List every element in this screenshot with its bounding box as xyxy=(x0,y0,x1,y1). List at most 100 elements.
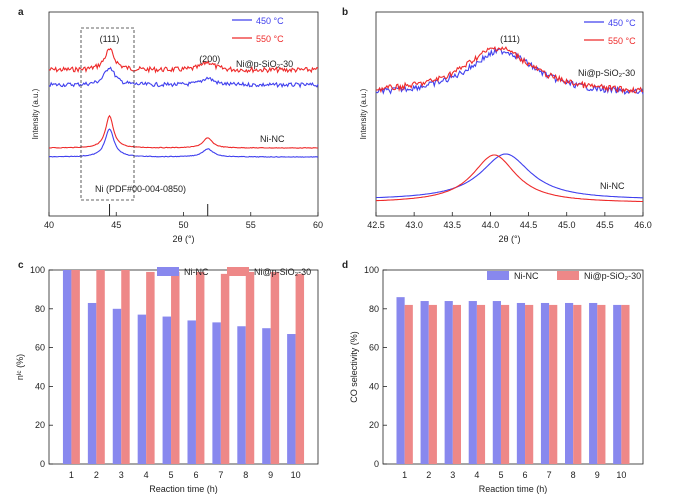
panel-c-bar-ni-nc-7 xyxy=(212,322,221,464)
panel-c-ytick-label-0: 0 xyxy=(40,459,45,469)
panel-c-bar-ni-p-sio2-4 xyxy=(146,271,155,464)
panel-d-axes xyxy=(382,269,644,465)
panel-b-ylabel: Intensity (a.u.) xyxy=(359,88,368,139)
panel-b-xlabel: 2θ (°) xyxy=(498,234,520,244)
panel-d-bar-ni-p-sio2-7 xyxy=(549,304,558,464)
panel-c-ytick-label-20: 20 xyxy=(35,420,45,430)
panel-d-xtick-label-6: 6 xyxy=(523,470,528,480)
panel-d-bar-ni-nc-3 xyxy=(444,301,453,464)
panel-b-xtick-label-44.5: 44.5 xyxy=(520,220,538,230)
panel-c-legend-swatch-1 xyxy=(227,267,249,276)
panel-d-bar-ni-p-sio2-8 xyxy=(573,304,582,464)
panel-a-peak-label-111: (111) xyxy=(100,34,120,44)
panel-d-xtick-label-2: 2 xyxy=(426,470,431,480)
panel-c-xtick-label-6: 6 xyxy=(193,470,198,480)
panel-b-letter: b xyxy=(342,7,348,18)
panel-d-legend-swatch-1 xyxy=(557,271,579,280)
panel-c-bar-ni-p-sio2-7 xyxy=(220,273,230,464)
panel-d-bar-ni-p-sio2-1 xyxy=(404,304,413,464)
panel-c-xtick-label-10: 10 xyxy=(291,470,301,480)
panel-d-xlabel: Reaction time (h) xyxy=(479,484,548,494)
panel-d-letter: d xyxy=(342,260,348,271)
panel-b-sample-ni-nc: Ni-NC xyxy=(600,181,625,191)
panel-d-ytick-label-80: 80 xyxy=(369,304,379,314)
panel-c-xtick-label-3: 3 xyxy=(119,470,124,480)
panel-b-axes xyxy=(375,11,644,217)
panel-c-ytick-label-60: 60 xyxy=(35,343,45,353)
panel-c-bar-ni-p-sio2-8 xyxy=(245,271,255,464)
panel-d-bar-ni-nc-8 xyxy=(565,302,574,464)
panel-d-legend-swatch-0 xyxy=(487,271,509,280)
panel-b-xtick-label-46.0: 46.0 xyxy=(634,220,652,230)
panel-d-bar-ni-p-sio2-4 xyxy=(476,304,486,464)
panel-a-xtick-label-45: 45 xyxy=(111,220,121,230)
panel-c-xtick-label-2: 2 xyxy=(94,470,99,480)
panel-c-bar-ni-nc-5 xyxy=(162,316,172,464)
panel-d-ylabel: CO selectivity (%) xyxy=(349,331,359,403)
panel-d-xtick-label-1: 1 xyxy=(402,470,407,480)
panel-c-bar-ni-nc-2 xyxy=(87,302,97,464)
panel-d-bar-ni-p-sio2-10 xyxy=(621,304,630,464)
panel-d-ytick-label-0: 0 xyxy=(374,459,379,469)
panel-a-xtick-label-60: 60 xyxy=(313,220,323,230)
panel-d-bar-ni-nc-4 xyxy=(468,301,477,464)
panel-c-bar-ni-p-sio2-2 xyxy=(96,270,105,464)
panel-d-xtick-label-10: 10 xyxy=(616,470,626,480)
panel-d-xtick-label-9: 9 xyxy=(595,470,600,480)
panel-c-xtick-label-9: 9 xyxy=(268,470,273,480)
panel-a-curve-550-ni-nc xyxy=(48,114,318,149)
panel-c-bar-ni-nc-9 xyxy=(262,328,271,464)
panel-c-xtick-label-8: 8 xyxy=(243,470,248,480)
panel-b-xtick-label-43.5: 43.5 xyxy=(444,220,462,230)
panel-c-bar-ni-nc-10 xyxy=(287,334,296,464)
panel-a-curve-450-ni-nc xyxy=(48,128,319,158)
panel-b-curve-550-ni-nc xyxy=(375,154,643,203)
panel-a-zoom-box xyxy=(80,27,135,201)
panel-c-ytick-label-40: 40 xyxy=(35,381,45,391)
panel-d-bar-ni-nc-1 xyxy=(396,297,405,464)
panel-d-ytick-label-60: 60 xyxy=(369,343,379,353)
panel-d-bar-ni-p-sio2-5 xyxy=(500,304,510,464)
panel-a-xtick-label-40: 40 xyxy=(44,220,54,230)
panel-c-xtick-label-7: 7 xyxy=(218,470,223,480)
panel-c-legend-label-1: Ni@p-SiO₂-30 xyxy=(254,267,311,277)
panel-d-ytick-label-20: 20 xyxy=(369,420,379,430)
panel-a-ylabel: Intensity (a.u.) xyxy=(31,88,40,139)
panel-c-bar-ni-p-sio2-5 xyxy=(171,271,180,464)
panel-d-bar-ni-nc-5 xyxy=(492,301,501,464)
panel-b-xtick-label-42.5: 42.5 xyxy=(367,220,385,230)
panel-c-xtick-label-4: 4 xyxy=(144,470,149,480)
panel-d-ytick-label-40: 40 xyxy=(369,381,379,391)
panel-c-bar-ni-p-sio2-3 xyxy=(121,270,130,464)
panel-d-bar-ni-p-sio2-6 xyxy=(525,304,534,464)
panel-c-legend-swatch-0 xyxy=(157,267,179,276)
panel-c-bar-ni-p-sio2-6 xyxy=(195,271,205,464)
panel-a-curve-550-ni-p-sio2 xyxy=(48,47,319,74)
panel-d-xtick-label-3: 3 xyxy=(450,470,455,480)
panel-d-bar-ni-p-sio2-2 xyxy=(428,304,437,464)
panel-b-peak-label-111: (111) xyxy=(500,34,520,44)
panel-c-xlabel: Reaction time (h) xyxy=(149,484,218,494)
panel-d-bar-ni-nc-6 xyxy=(516,302,526,464)
panel-c-bar-ni-p-sio2-9 xyxy=(270,271,280,464)
panel-d-ytick-label-100: 100 xyxy=(364,265,379,275)
panel-d-legend-label-1: Ni@p-SiO₂-30 xyxy=(584,271,641,281)
panel-d-xtick-label-7: 7 xyxy=(547,470,552,480)
panel-c-bar-ni-nc-3 xyxy=(112,308,122,464)
panel-d-bar-ni-nc-10 xyxy=(613,304,622,464)
panel-c-bar-ni-nc-8 xyxy=(237,326,246,464)
panel-a-reference-label: Ni (PDF#00-004-0850) xyxy=(95,184,186,194)
panel-d-bar-ni-nc-2 xyxy=(420,301,429,464)
panel-d-legend-label-0: Ni-NC xyxy=(514,271,539,281)
panel-c-bar-ni-nc-4 xyxy=(137,314,147,464)
panel-b-curve-450-ni-nc xyxy=(375,153,643,199)
panel-c-legend-label-0: Ni-NC xyxy=(184,267,209,277)
panel-d-bar-ni-nc-9 xyxy=(589,302,598,464)
panel-d-bar-ni-nc-7 xyxy=(540,302,550,464)
panel-b-legend-450-label: 450 °C xyxy=(608,18,636,28)
panel-b-legend-550-label: 550 °C xyxy=(608,36,636,46)
panel-a-xtick-label-55: 55 xyxy=(246,220,256,230)
panel-d-xtick-label-4: 4 xyxy=(474,470,479,480)
panel-a-sample-ni-p-sio2: Ni@p-SiO₂-30 xyxy=(236,59,293,69)
panel-c-bar-ni-p-sio2-10 xyxy=(295,273,305,464)
